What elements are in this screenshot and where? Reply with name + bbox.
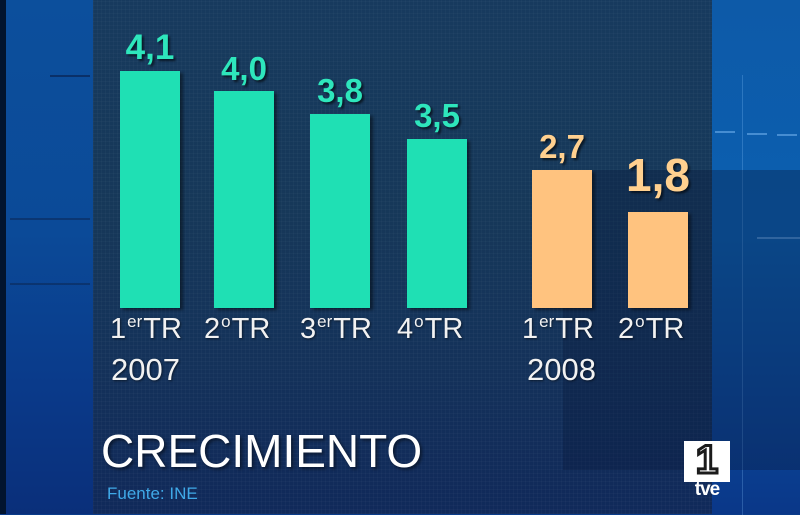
- quarter-label: 1erTR: [110, 312, 182, 346]
- bar-5: [532, 170, 592, 308]
- background-right-strip: [712, 0, 800, 515]
- quarter-number: 2: [204, 313, 221, 345]
- chart-title: CRECIMIENTO: [101, 425, 423, 477]
- logo-box: [684, 441, 730, 482]
- quarter-suffix: TR: [333, 313, 372, 345]
- tve-logo: 1 tve: [684, 437, 730, 501]
- quarter-label: 1erTR: [522, 312, 594, 346]
- quarter-number: 3: [300, 313, 317, 345]
- background-streak: [10, 283, 90, 285]
- background-streak: [50, 75, 90, 77]
- background-streak: [757, 237, 800, 239]
- bar-value-label: 1,8: [626, 149, 690, 201]
- quarter-suffix: TR: [424, 313, 464, 345]
- quarter-label: 4oTR: [397, 312, 463, 346]
- year-label-2008: 2008: [527, 352, 596, 387]
- background-streak: [742, 75, 743, 515]
- chart-panel: [93, 0, 800, 514]
- quarter-ordinal: o: [414, 312, 424, 331]
- bar-1: [120, 71, 180, 308]
- source-note: Fuente: INE: [107, 484, 198, 503]
- background-streak: [10, 218, 90, 220]
- background-streak: [777, 134, 797, 136]
- quarter-suffix: TR: [231, 313, 271, 345]
- quarter-ordinal: er: [317, 312, 333, 331]
- quarter-suffix: TR: [143, 313, 182, 345]
- bar-4: [407, 139, 467, 308]
- bar-value-label: 3,8: [317, 72, 363, 109]
- bar-3: [310, 114, 370, 308]
- logo-number: 1: [694, 437, 719, 484]
- background-streak: [715, 131, 735, 133]
- quarter-number: 4: [397, 313, 414, 345]
- quarter-label: 2oTR: [618, 312, 684, 346]
- bar-value-label: 4,0: [221, 50, 267, 87]
- quarter-suffix: TR: [645, 313, 685, 345]
- quarter-number: 1: [110, 313, 127, 345]
- quarter-label: 3erTR: [300, 312, 372, 346]
- bar-value-label: 2,7: [539, 128, 585, 165]
- quarter-ordinal: er: [539, 312, 555, 331]
- logo-brand: tve: [694, 479, 720, 500]
- bar-value-label: 3,5: [414, 97, 460, 134]
- background-left-strip: [0, 0, 93, 514]
- quarter-ordinal: er: [127, 312, 143, 331]
- bar-value-label: 4,1: [125, 28, 175, 67]
- background-streak: [747, 133, 767, 135]
- quarter-suffix: TR: [555, 313, 594, 345]
- quarter-ordinal: o: [221, 312, 231, 331]
- quarter-number: 1: [522, 313, 539, 345]
- quarter-ordinal: o: [635, 312, 645, 331]
- bar-2: [214, 91, 274, 308]
- quarter-label: 2oTR: [204, 312, 270, 346]
- quarter-number: 2: [618, 313, 635, 345]
- year-label-2007: 2007: [111, 352, 180, 387]
- bar-6: [628, 212, 688, 308]
